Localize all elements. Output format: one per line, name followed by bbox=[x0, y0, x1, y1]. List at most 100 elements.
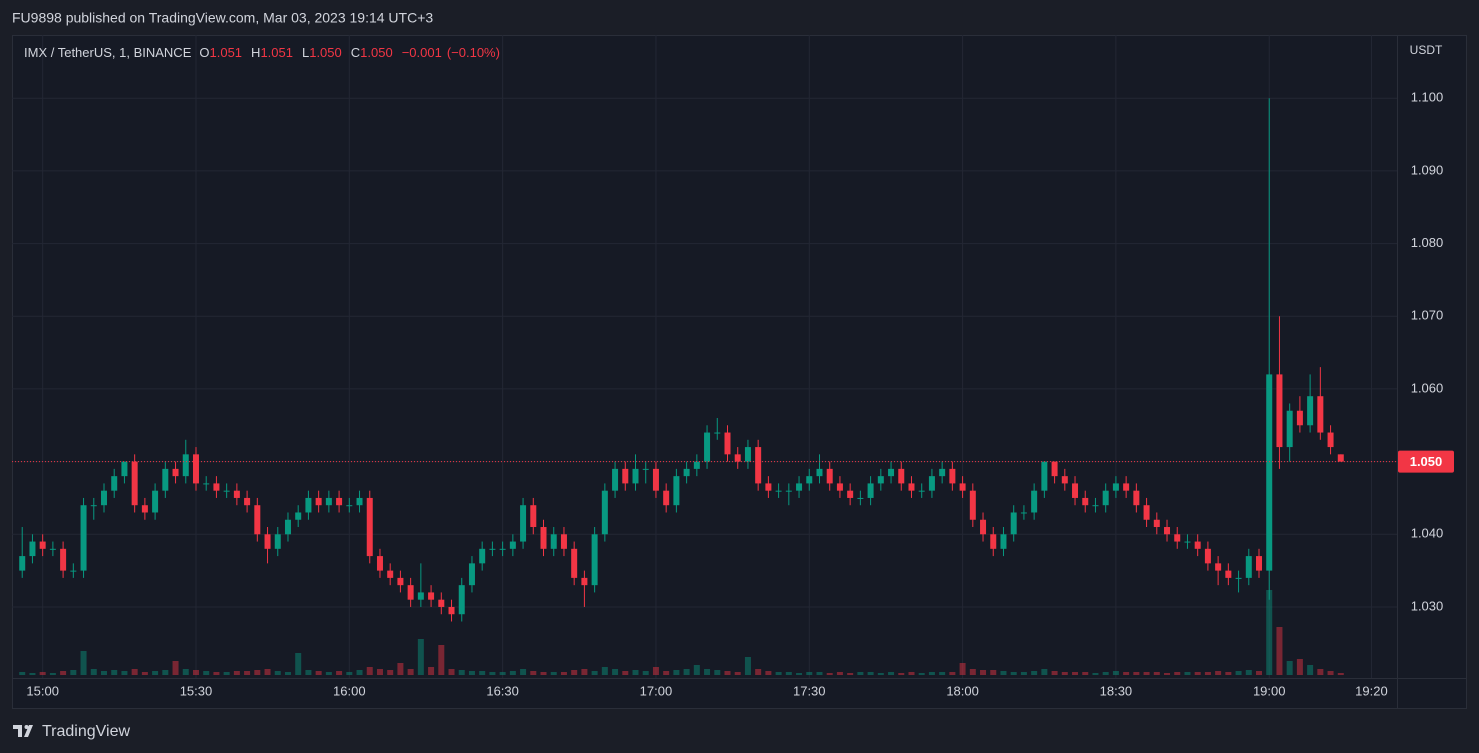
volume-bar bbox=[571, 670, 578, 675]
volume-bar bbox=[816, 672, 823, 675]
candle-body bbox=[928, 476, 935, 491]
candle-body bbox=[1143, 505, 1150, 520]
candle-body bbox=[990, 534, 997, 549]
candle-body bbox=[867, 483, 874, 498]
volume-bar bbox=[1276, 627, 1283, 675]
volume-bar bbox=[254, 670, 261, 675]
candle-body bbox=[336, 497, 343, 506]
candle-body bbox=[1112, 483, 1119, 491]
volume-bar bbox=[704, 669, 711, 675]
volume-bar bbox=[540, 672, 547, 675]
candle-body bbox=[213, 483, 220, 491]
candle-body bbox=[775, 490, 782, 492]
volume-bar bbox=[744, 657, 751, 675]
x-tick-label: 16:30 bbox=[486, 683, 519, 698]
legend-key: O bbox=[199, 45, 210, 60]
candle-body bbox=[448, 606, 455, 615]
candle-body bbox=[622, 468, 629, 484]
volume-bar bbox=[284, 672, 291, 675]
candle-body bbox=[1123, 483, 1130, 491]
candle-body bbox=[734, 454, 741, 462]
candle-body bbox=[387, 570, 394, 578]
candle-body bbox=[1245, 556, 1252, 578]
volume-bar bbox=[1051, 671, 1058, 675]
volume-bar bbox=[305, 670, 312, 675]
volume-bar bbox=[244, 671, 251, 675]
candle-body bbox=[1327, 432, 1334, 448]
volume-bar bbox=[755, 669, 762, 675]
candle-body bbox=[274, 534, 281, 549]
volume-bar bbox=[581, 669, 588, 675]
candle-body bbox=[49, 548, 56, 550]
candle-body bbox=[632, 468, 639, 484]
symbol-title: IMX / TetherUS, 1, BINANCE bbox=[24, 45, 192, 60]
candle-body bbox=[959, 483, 966, 491]
volume-bar bbox=[325, 672, 332, 675]
candle-body bbox=[1276, 374, 1283, 448]
candle-body bbox=[1317, 396, 1324, 433]
volume-bar bbox=[1286, 661, 1293, 675]
volume-bar bbox=[346, 672, 353, 675]
candle-body bbox=[918, 490, 925, 492]
volume-bar bbox=[969, 669, 976, 675]
candle-body bbox=[1041, 461, 1048, 491]
candle-body bbox=[540, 527, 547, 549]
volume-bar bbox=[877, 673, 884, 675]
candle-body bbox=[877, 476, 884, 484]
candle-body bbox=[1174, 534, 1181, 542]
volume-bar bbox=[121, 671, 128, 675]
candle-body bbox=[1194, 541, 1201, 549]
volume-bar bbox=[499, 672, 506, 675]
y-tick-label: 1.100 bbox=[1411, 90, 1444, 105]
volume-bar bbox=[1215, 671, 1222, 675]
candle-body bbox=[652, 468, 659, 491]
candle-body bbox=[90, 505, 97, 507]
volume-bar bbox=[417, 639, 424, 675]
volume-bar bbox=[1143, 672, 1150, 675]
legend-change: −0.001 bbox=[401, 45, 442, 60]
candle-body bbox=[428, 592, 435, 600]
volume-bar bbox=[397, 663, 404, 675]
volume-bar bbox=[949, 672, 956, 675]
candle-body bbox=[744, 447, 751, 462]
candle-body bbox=[591, 534, 598, 586]
volume-bar bbox=[1010, 672, 1017, 675]
legend-change-percent: (−0.10%) bbox=[446, 45, 500, 60]
volume-bar bbox=[468, 671, 475, 675]
candle-body bbox=[346, 505, 353, 507]
x-tick-label: 17:30 bbox=[793, 683, 826, 698]
last-price-box bbox=[1398, 450, 1454, 473]
volume-bar bbox=[1256, 671, 1263, 675]
candle-body bbox=[898, 468, 905, 484]
candle-body bbox=[1307, 396, 1314, 426]
candle-body bbox=[366, 497, 373, 557]
candle-body bbox=[223, 490, 230, 492]
candle-body bbox=[100, 490, 107, 506]
x-tick-label: 18:30 bbox=[1100, 683, 1133, 698]
candle-body bbox=[663, 490, 670, 506]
volume-bar bbox=[775, 672, 782, 675]
volume-bar bbox=[1204, 672, 1211, 675]
volume-bar bbox=[847, 673, 854, 675]
candle-body bbox=[264, 534, 271, 549]
candle-body bbox=[642, 468, 649, 470]
volume-bar bbox=[336, 671, 343, 675]
candle-body bbox=[192, 454, 199, 484]
candle-body bbox=[182, 454, 189, 477]
grid bbox=[12, 35, 1397, 678]
volume-bar bbox=[1153, 672, 1160, 675]
candle-body bbox=[1184, 541, 1191, 543]
candle-body bbox=[479, 548, 486, 564]
candle-body bbox=[888, 468, 895, 477]
candle-body bbox=[785, 490, 792, 492]
volume-bar bbox=[39, 672, 46, 675]
candle-body bbox=[376, 556, 383, 571]
legend-value: 1.050 bbox=[360, 45, 393, 60]
volume-bar bbox=[714, 670, 721, 675]
candle-body bbox=[131, 461, 138, 506]
legend-key: C bbox=[350, 45, 361, 60]
volume-bar bbox=[100, 671, 107, 675]
candle-body bbox=[203, 483, 210, 485]
